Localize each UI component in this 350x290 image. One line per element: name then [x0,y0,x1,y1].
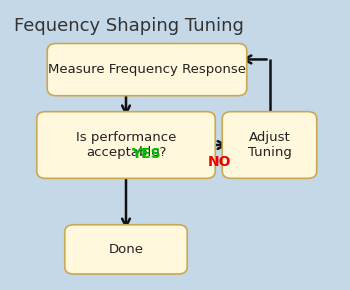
FancyBboxPatch shape [37,112,215,178]
Text: YES: YES [131,147,161,161]
Text: Measure Frequency Response: Measure Frequency Response [48,63,246,76]
Text: Adjust
Tuning: Adjust Tuning [247,131,292,159]
Text: Is performance
acceptable?: Is performance acceptable? [76,131,176,159]
Text: Fequency Shaping Tuning: Fequency Shaping Tuning [14,17,244,35]
FancyBboxPatch shape [65,225,187,274]
FancyBboxPatch shape [47,44,247,96]
FancyBboxPatch shape [222,112,317,178]
Text: Done: Done [108,243,144,256]
Text: NO: NO [208,155,232,169]
